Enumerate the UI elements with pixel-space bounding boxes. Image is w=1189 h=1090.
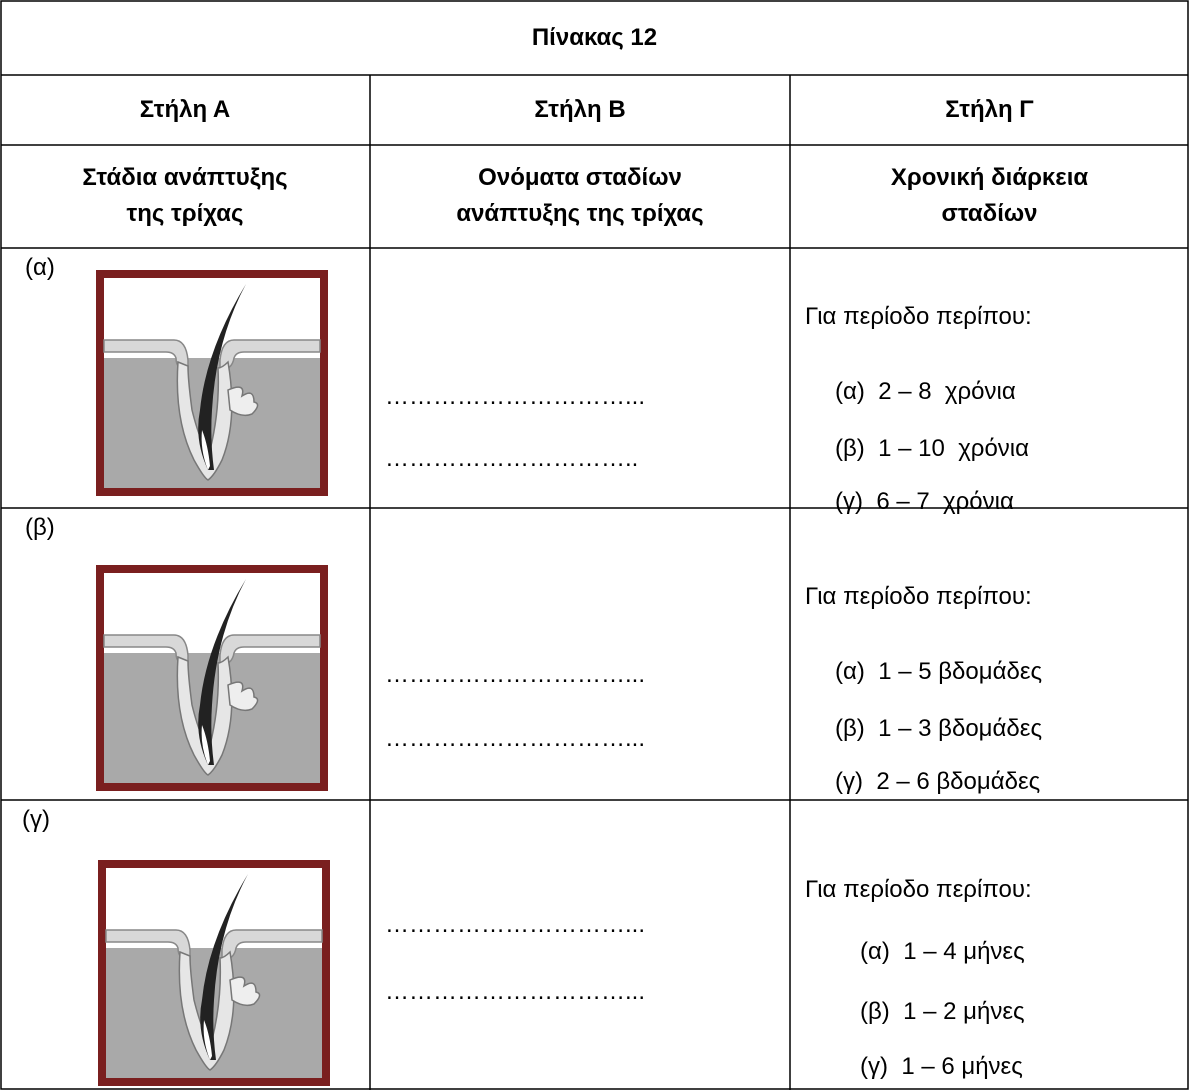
row-label: (β) (25, 514, 55, 541)
option: (α) 1 – 4 μήνες (860, 938, 1025, 965)
answer-blank: …………………………... (385, 978, 646, 1005)
answer-blank: …………………………... (385, 725, 646, 752)
column-subheader: Ονόματα σταδίων (478, 164, 682, 191)
hair-illustration (100, 274, 324, 492)
option: (α) 1 – 5 βδομάδες (835, 658, 1043, 685)
row-label: (γ) (22, 806, 50, 833)
option: (β) 1 – 3 βδομάδες (835, 715, 1043, 742)
column-subheader: ανάπτυξης της τρίχας (456, 200, 704, 227)
answer-blank: …………………………... (385, 911, 646, 938)
period-text: Για περίοδο περίπου: (805, 876, 1032, 903)
answer-blank: ………………………….. (385, 445, 639, 472)
table-title: Πίνακας 12 (531, 24, 658, 51)
option: (γ) 2 – 6 βδομάδες (835, 768, 1041, 795)
column-header: Στήλη Γ (945, 96, 1034, 123)
column-subheader: Στάδια ανάπτυξης (82, 164, 288, 191)
column-subheader: σταδίων (941, 200, 1038, 227)
column-header: Στήλη Β (534, 96, 626, 123)
period-text: Για περίοδο περίπου: (805, 583, 1032, 610)
option: (γ) 6 – 7 χρόνια (835, 488, 1014, 515)
option: (γ) 1 – 6 μήνες (860, 1053, 1023, 1080)
hair-illustration (102, 864, 326, 1082)
option: (α) 2 – 8 χρόνια (835, 378, 1016, 405)
option: (β) 1 – 10 χρόνια (835, 435, 1029, 462)
hair-illustration (100, 569, 324, 787)
option: (β) 1 – 2 μήνες (860, 998, 1025, 1025)
answer-blank: …………………………... (385, 661, 646, 688)
answer-blank: …………………………... (385, 383, 646, 410)
row-label: (α) (25, 254, 55, 281)
column-header: Στήλη Α (139, 96, 231, 123)
column-subheader: Χρονική διάρκεια (890, 164, 1089, 191)
period-text: Για περίοδο περίπου: (805, 303, 1032, 330)
column-subheader: της τρίχας (126, 200, 244, 227)
